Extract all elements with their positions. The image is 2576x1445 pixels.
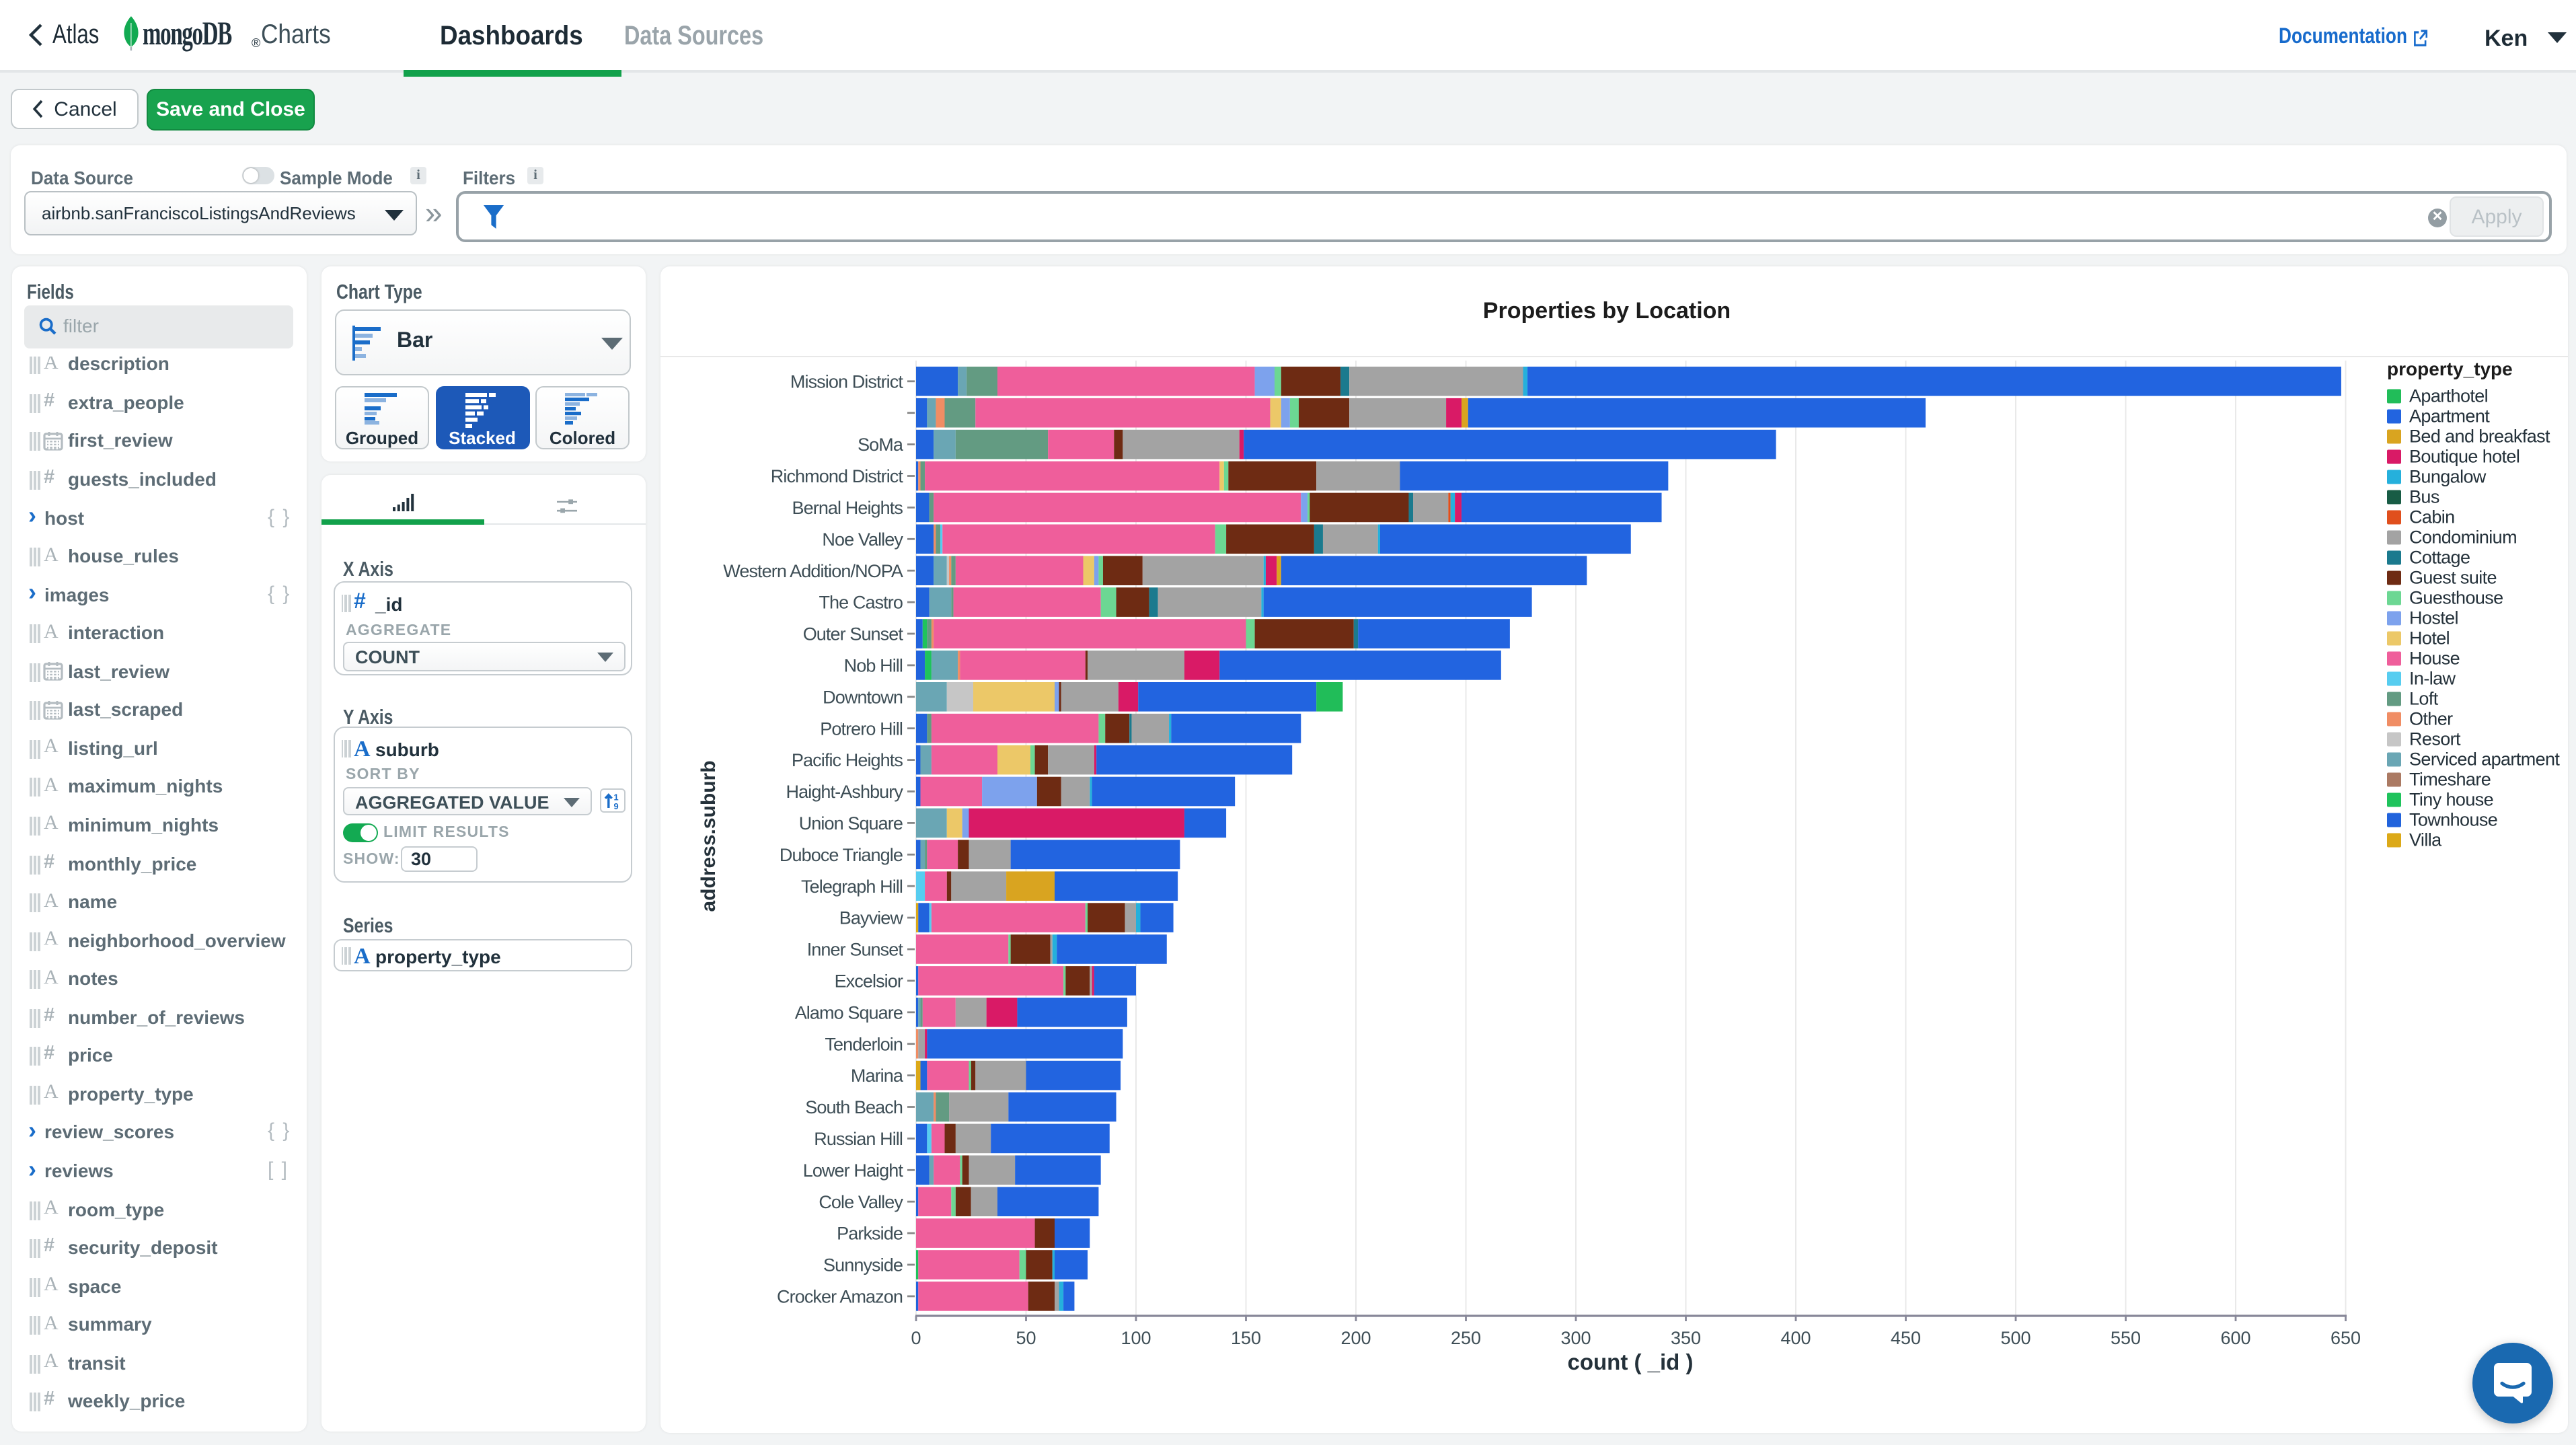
svg-text:500: 500 <box>2000 1328 2030 1348</box>
svg-text:Aparthotel: Aparthotel <box>2409 386 2487 406</box>
svg-text:350: 350 <box>1670 1328 1700 1348</box>
svg-text:Western Addition/NOPA: Western Addition/NOPA <box>722 561 903 581</box>
svg-text:Guesthouse: Guesthouse <box>2409 588 2503 608</box>
svg-text:property_type: property_type <box>2386 359 2512 379</box>
svg-text:300: 300 <box>1560 1328 1590 1348</box>
svg-text:Apartment: Apartment <box>2409 406 2489 427</box>
svg-text:Nob Hill: Nob Hill <box>843 656 902 676</box>
svg-text:200: 200 <box>1340 1328 1370 1348</box>
svg-text:Properties by Location: Properties by Location <box>1482 298 1730 324</box>
svg-text:Loft: Loft <box>2409 689 2438 709</box>
svg-text:Boutique hotel: Boutique hotel <box>2409 447 2519 467</box>
svg-text:Duboce Triangle: Duboce Triangle <box>779 845 902 865</box>
svg-text:Resort: Resort <box>2409 729 2460 749</box>
svg-text:Marina: Marina <box>850 1066 903 1086</box>
svg-text:400: 400 <box>1780 1328 1810 1348</box>
svg-text:Union Square: Union Square <box>798 813 902 833</box>
svg-text:Russian Hill: Russian Hill <box>813 1129 902 1149</box>
svg-text:Other: Other <box>2409 709 2452 729</box>
svg-text:Outer Sunset: Outer Sunset <box>802 624 903 644</box>
svg-text:250: 250 <box>1450 1328 1480 1348</box>
svg-text:Tenderloin: Tenderloin <box>824 1034 902 1054</box>
svg-text:Inner Sunset: Inner Sunset <box>806 940 903 960</box>
svg-text:0: 0 <box>910 1328 920 1348</box>
svg-text:Bed and breakfast: Bed and breakfast <box>2409 427 2550 447</box>
svg-text:Cole Valley: Cole Valley <box>818 1192 903 1212</box>
svg-text:Pacific Heights: Pacific Heights <box>791 750 902 770</box>
svg-text:address.suburb: address.suburb <box>697 760 719 912</box>
svg-text:650: 650 <box>2330 1328 2360 1348</box>
svg-text:600: 600 <box>2220 1328 2250 1348</box>
svg-text:Noe Valley: Noe Valley <box>821 529 903 550</box>
svg-text:Villa: Villa <box>2409 830 2441 850</box>
svg-text:Telegraph Hill: Telegraph Hill <box>800 877 902 897</box>
svg-text:count ( _id ): count ( _id ) <box>1567 1349 1693 1374</box>
svg-text:9: 9 <box>613 801 618 810</box>
svg-text:Bungalow: Bungalow <box>2409 467 2486 487</box>
svg-text:Richmond District: Richmond District <box>770 466 903 486</box>
svg-text:Hostel: Hostel <box>2409 608 2458 628</box>
svg-text:Parkside: Parkside <box>836 1224 902 1244</box>
svg-text:Alamo Square: Alamo Square <box>794 1002 902 1023</box>
svg-text:Cottage: Cottage <box>2409 548 2469 568</box>
svg-text:Guest suite: Guest suite <box>2409 568 2496 588</box>
svg-text:The Castro: The Castro <box>818 593 902 613</box>
svg-text:Bayview: Bayview <box>839 908 903 928</box>
svg-text:1: 1 <box>613 792 618 803</box>
svg-text:Hotel: Hotel <box>2409 628 2449 649</box>
svg-text:Crocker Amazon: Crocker Amazon <box>776 1287 902 1307</box>
svg-text:Timeshare: Timeshare <box>2409 770 2490 790</box>
svg-text:Lower Haight: Lower Haight <box>802 1160 903 1181</box>
svg-text:Haight-Ashbury: Haight-Ashbury <box>786 782 903 802</box>
svg-text:SoMa: SoMa <box>857 435 903 455</box>
svg-text:Bus: Bus <box>2409 487 2439 507</box>
svg-text:100: 100 <box>1120 1328 1150 1348</box>
svg-text:550: 550 <box>2110 1328 2140 1348</box>
svg-text:Excelsior: Excelsior <box>834 971 903 992</box>
svg-text:South Beach: South Beach <box>804 1097 902 1117</box>
svg-text:Tiny house: Tiny house <box>2409 790 2493 810</box>
svg-text:Serviced apartment: Serviced apartment <box>2409 749 2559 770</box>
svg-text:50: 50 <box>1015 1328 1035 1348</box>
svg-text:In-law: In-law <box>2409 669 2456 689</box>
svg-text:Bernal Heights: Bernal Heights <box>792 498 903 518</box>
svg-text:Townhouse: Townhouse <box>2409 810 2497 830</box>
svg-text:Sunnyside: Sunnyside <box>823 1255 902 1275</box>
svg-text:Cabin: Cabin <box>2409 507 2454 527</box>
svg-text:Mission District: Mission District <box>790 371 903 392</box>
svg-text:Condominium: Condominium <box>2409 527 2516 548</box>
svg-text:House: House <box>2409 649 2459 669</box>
svg-text:450: 450 <box>1890 1328 1920 1348</box>
svg-text:Downtown: Downtown <box>822 687 902 707</box>
svg-text:Potrero Hill: Potrero Hill <box>819 718 902 739</box>
svg-text:150: 150 <box>1230 1328 1260 1348</box>
